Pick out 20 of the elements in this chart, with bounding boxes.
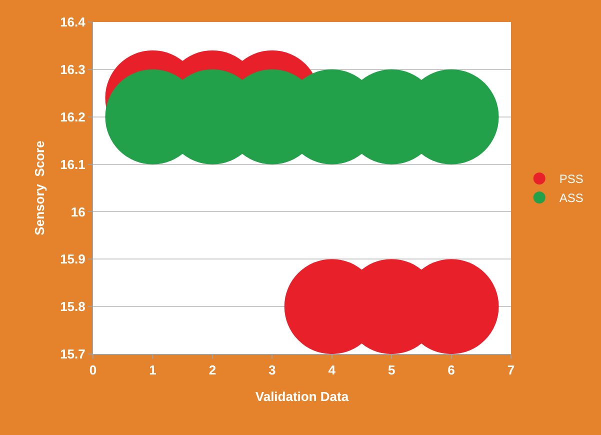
y-tick-label: 16.4 <box>60 14 86 30</box>
y-axis-title: Sensory Score <box>32 140 48 236</box>
x-tick-label: 2 <box>208 362 216 378</box>
x-tick-label: 4 <box>328 362 336 378</box>
y-tick-label: 16 <box>70 204 86 220</box>
legend-label: PSS <box>559 172 584 186</box>
y-tick-label: 15.9 <box>60 252 86 267</box>
x-tick-label: 3 <box>268 362 276 378</box>
x-tick-label: 5 <box>388 362 396 378</box>
x-tick-label: 6 <box>448 362 455 378</box>
x-tick-label: 1 <box>149 362 156 378</box>
x-tick-label: 0 <box>89 362 97 378</box>
y-tick-label: 15.8 <box>60 299 86 314</box>
y-tick-label: 16.1 <box>60 156 86 172</box>
x-tick-label: 7 <box>507 362 515 378</box>
y-tick-label: 16.3 <box>60 62 86 77</box>
y-tick-label: 16.2 <box>60 109 86 124</box>
y-tick-label: 15.7 <box>60 346 86 362</box>
x-axis-title: Validation Data <box>255 389 350 404</box>
legend-label: ASS <box>559 191 584 206</box>
